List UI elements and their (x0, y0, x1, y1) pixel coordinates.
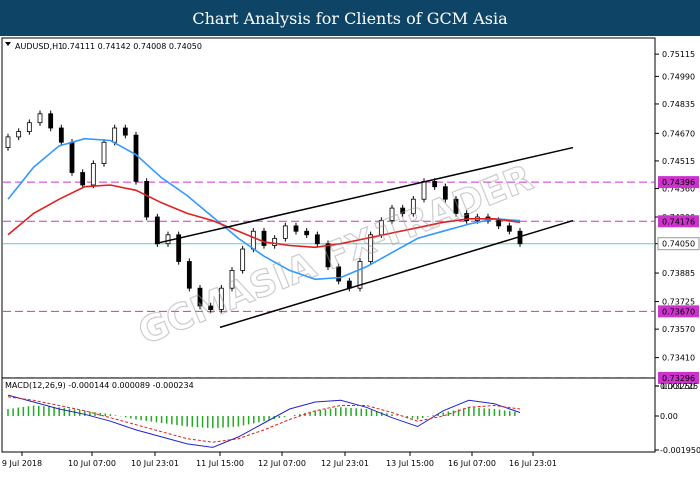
candle-body (282, 225, 288, 239)
candle-body (357, 261, 363, 289)
candle-body (58, 127, 64, 143)
candle-body (432, 180, 438, 188)
x-tick-label: 16 Jul 23:01 (509, 459, 557, 468)
y-tick-label: 0.74360 (662, 185, 695, 194)
candle-body (144, 180, 150, 218)
candle-body (400, 207, 406, 214)
macd-line (7, 396, 521, 443)
candle-body (90, 163, 96, 186)
candle-body (496, 220, 502, 227)
candle-body (122, 127, 128, 136)
trend-channel (154, 146, 574, 329)
price-level-label-bg (657, 237, 700, 251)
candle-body (464, 213, 470, 221)
symbol-info: AUDUSD,H1 0.74111 0.74142 0.74008 0.7405… (5, 42, 202, 51)
macd-y-tick-label: 0.001725 (660, 382, 698, 391)
macd-pane: 0.001725 0.00 -0.001950 MACD(12,26,9) -0.0… (1, 377, 700, 455)
price-level-label: 0.74396 (662, 178, 695, 187)
candle-body (336, 266, 342, 282)
candle-body (208, 305, 214, 310)
price-level-label-bg (658, 176, 699, 189)
candle-body (112, 127, 118, 143)
candle-body (250, 230, 256, 250)
moving-average-line (7, 137, 521, 281)
price-level-label-bg (658, 215, 699, 228)
price-level-label: 0.74176 (662, 217, 695, 226)
price-level-label: 0.74050 (662, 240, 695, 249)
trend-channel-line (219, 219, 574, 329)
candle-body (186, 261, 192, 289)
ohlc-label: 0.74111 0.74142 0.74008 0.74050 (62, 42, 202, 51)
price-level-label-bg (658, 305, 699, 318)
x-tick-label: 9 Jul 2018 (2, 459, 42, 468)
x-tick-label: 12 Jul 23:01 (321, 459, 369, 468)
y-tick-label: 0.75115 (662, 50, 695, 59)
macd-axis: 0.001725 0.00 -0.001950 (655, 382, 700, 455)
candle-body (442, 186, 448, 200)
y-tick-label: 0.73885 (662, 269, 695, 278)
x-tick-label: 13 Jul 15:00 (386, 459, 434, 468)
candle-body (389, 207, 395, 221)
time-axis: 9 Jul 2018 10 Jul 07:00 10 Jul 23:01 11 Jul… (2, 452, 557, 468)
candle-body (5, 136, 11, 148)
candle-body (80, 172, 86, 186)
candle-body (154, 216, 160, 245)
candle-body (314, 234, 320, 245)
x-tick-label: 11 Jul 15:00 (196, 459, 244, 468)
candle-body (101, 141, 107, 164)
main-chart-pane: 0.75115 0.74990 0.74835 0.74670 0.74515 0.743… (1, 37, 700, 397)
macd-line (7, 394, 521, 448)
main-pane-frame (1, 37, 656, 397)
y-tick-label: 0.73250 (662, 382, 695, 391)
y-tick-label: 0.74670 (662, 129, 695, 138)
collapse-triangle-icon[interactable] (5, 42, 11, 46)
moving-average-line (7, 184, 521, 249)
x-tick-label: 12 Jul 07:00 (258, 459, 306, 468)
y-tick-label: 0.74515 (662, 157, 695, 166)
candle-body (48, 113, 54, 129)
x-tick-label: 10 Jul 23:01 (131, 459, 179, 468)
candle-body (240, 248, 246, 271)
candle-body (197, 287, 203, 307)
candle-body (165, 234, 171, 245)
candle-body (229, 269, 235, 289)
candle-body (261, 230, 267, 246)
level-labels: 0.74396 0.74176 0.73670 0.73296 0.74050 (657, 176, 700, 384)
symbol-label: AUDUSD,H1 (15, 42, 63, 51)
page-title: Chart Analysis for Clients of GCM Asia (0, 0, 700, 36)
candle-body (218, 287, 224, 310)
candle-body (304, 230, 310, 236)
x-tick-label: 10 Jul 07:00 (68, 459, 116, 468)
candle-body (325, 243, 331, 268)
x-tick-label: 16 Jul 07:00 (448, 459, 496, 468)
macd-y-tick-label: 0.00 (660, 412, 678, 421)
candle-body (176, 234, 182, 262)
y-tick-label: 0.73570 (662, 325, 695, 334)
candle-body (16, 131, 22, 138)
candle-body (133, 134, 139, 182)
y-tick-label: 0.74990 (662, 72, 695, 81)
candle-body (293, 225, 299, 232)
moving-averages (7, 137, 521, 281)
candle-body (37, 113, 43, 124)
candle-body (69, 141, 75, 173)
price-level-label: 0.73670 (662, 307, 695, 316)
macd-series (7, 394, 521, 448)
price-level-label: 0.73296 (662, 374, 695, 383)
candle-body (453, 198, 459, 214)
candle-body (26, 122, 32, 132)
candle-body (272, 237, 278, 246)
price-level-label-bg (658, 371, 699, 384)
y-tick-label: 0.73410 (662, 354, 695, 363)
y-tick-label: 0.74835 (662, 100, 695, 109)
y-tick-label: 0.73725 (662, 298, 695, 307)
candle-body (368, 234, 374, 262)
macd-title: MACD(12,26,9) -0.000144 0.000089 -0.0002… (5, 381, 194, 390)
trend-channel-line (154, 146, 574, 245)
chart: 0.75115 0.74990 0.74835 0.74670 0.74515 0.743… (1, 37, 700, 468)
candle-body (506, 225, 512, 232)
macd-y-tick-label: -0.001950 (660, 446, 700, 455)
candle-body (410, 198, 416, 214)
